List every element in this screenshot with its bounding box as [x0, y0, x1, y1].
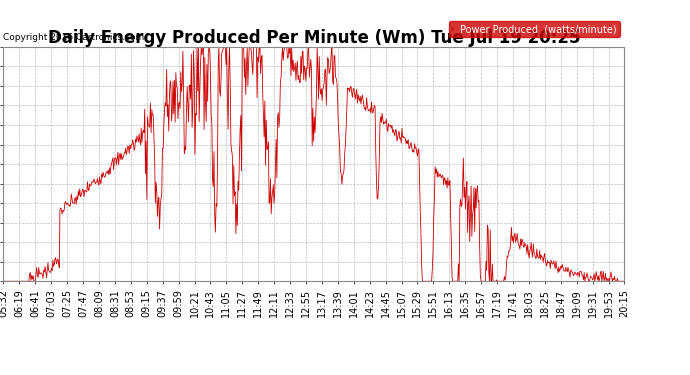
Title: Daily Energy Produced Per Minute (Wm) Tue Jul 19 20:25: Daily Energy Produced Per Minute (Wm) Tu…	[48, 29, 580, 47]
Legend: Power Produced  (watts/minute): Power Produced (watts/minute)	[449, 21, 620, 37]
Text: Copyright 2016 Cartronics.com: Copyright 2016 Cartronics.com	[3, 33, 145, 42]
